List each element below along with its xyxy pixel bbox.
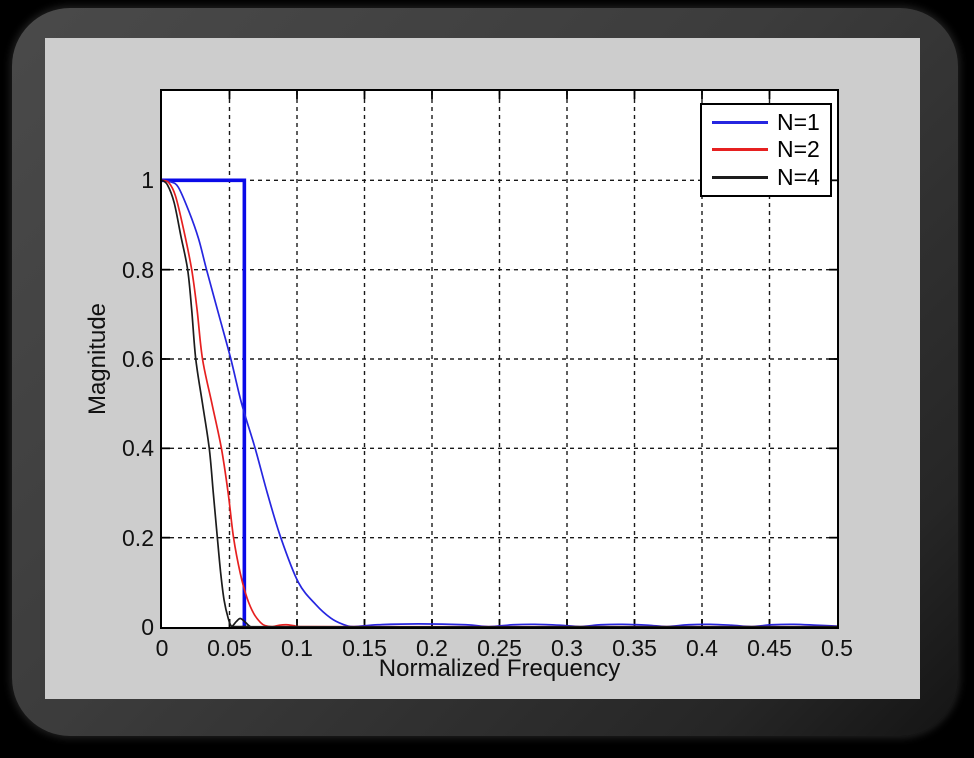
- x-tick-label: 0.3: [551, 635, 583, 661]
- x-axis-label: Normalized Frequency: [378, 655, 621, 682]
- legend-item: N=4: [702, 164, 830, 190]
- matlab-figure: Normalized Frequency Magnitude 0 0.05 0.1 0…: [45, 38, 920, 699]
- y-tick-label: 1: [141, 167, 154, 194]
- x-tick-label: 0: [155, 635, 169, 661]
- legend-line-swatch: [712, 175, 768, 179]
- legend-item-label: N=4: [777, 163, 820, 190]
- legend: N=1 N=2 N=4: [700, 103, 832, 197]
- x-tick-label: 0.35: [612, 635, 657, 661]
- legend-item: N=2: [702, 136, 830, 163]
- curve-N4: [162, 179, 837, 627]
- legend-line-swatch: [712, 148, 768, 152]
- chart-canvas: [162, 91, 837, 627]
- legend-line-swatch: [712, 121, 768, 125]
- legend-item-label: N=2: [777, 136, 820, 163]
- photo-frame: Normalized Frequency Magnitude 0 0.05 0.1 0…: [12, 8, 958, 736]
- x-tick-label: 0.1: [281, 635, 313, 661]
- x-tick-label: 0.15: [342, 635, 387, 661]
- y-tick-label: 0.4: [122, 435, 154, 462]
- y-tick-label: 0.6: [122, 346, 154, 372]
- y-tick-label: 0.2: [122, 524, 154, 551]
- x-tick-label: 0.45: [747, 635, 792, 661]
- x-tick-label: 0.05: [207, 635, 252, 661]
- x-tick-label: 0.4: [686, 635, 718, 661]
- y-tick-label: 0.8: [122, 256, 154, 283]
- curve-N1: [162, 179, 837, 627]
- x-tick-label: 0.25: [477, 635, 522, 661]
- legend-item: N=1: [702, 109, 830, 136]
- x-tick-label: 0.5: [821, 635, 853, 661]
- legend-item-label: N=1: [777, 109, 820, 136]
- curve-ideal: [162, 178, 247, 627]
- x-tick-label: 0.2: [416, 635, 448, 661]
- y-tick-label: 0: [141, 614, 154, 640]
